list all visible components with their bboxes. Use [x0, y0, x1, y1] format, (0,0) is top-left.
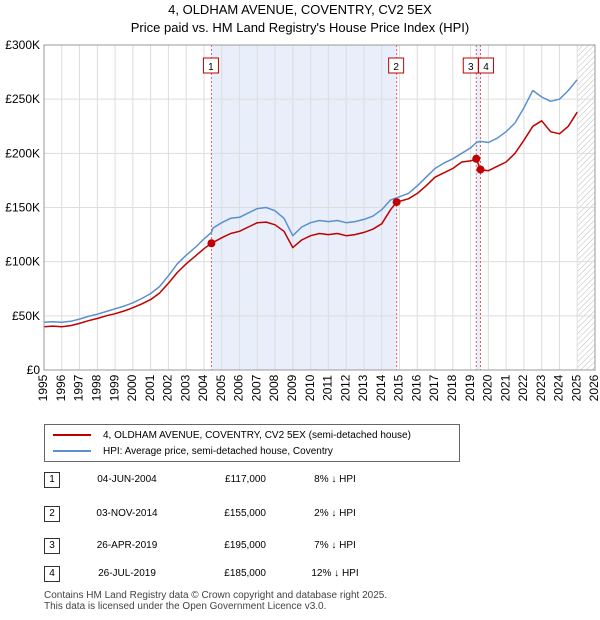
x-tick-label: 2017: [427, 374, 441, 401]
legend-swatch-hpi: [53, 450, 91, 452]
x-tick-label: 2000: [125, 374, 139, 401]
transaction-hpi-diff: 2% ↓ HPI: [314, 508, 356, 519]
x-tick-label: 2003: [178, 374, 192, 401]
transaction-number: 2: [44, 506, 60, 522]
x-tick-label: 1997: [72, 374, 86, 401]
y-tick-label: £250K: [5, 92, 40, 106]
footer: Contains HM Land Registry data © Crown c…: [44, 590, 387, 612]
sale-point-3: [472, 154, 481, 163]
x-tick-label: 2005: [214, 374, 228, 401]
x-tick-label: 2009: [285, 374, 299, 401]
footer-licence: This data is licensed under the Open Gov…: [44, 601, 327, 612]
transaction-number: 4: [44, 566, 60, 582]
x-tick-label: 2018: [445, 374, 459, 401]
legend-swatch-property: [53, 434, 91, 436]
x-tick-label: 2019: [463, 374, 477, 401]
x-tick-label: 1999: [107, 374, 121, 401]
sale-point-4: [476, 165, 485, 174]
x-tick-label: 2013: [356, 374, 370, 401]
transaction-row: 2 03-NOV-2014 £155,000 2% ↓ HPI: [44, 506, 444, 522]
transaction-date: 26-JUL-2019: [98, 568, 156, 579]
x-tick-label: 2016: [409, 374, 423, 401]
x-tick-label: 2007: [249, 374, 263, 401]
x-tick-label: 2021: [498, 374, 512, 401]
x-tick-label: 1995: [36, 374, 50, 401]
price-chart: 4, OLDHAM AVENUE, COVENTRY, CV2 5EX Pric…: [5, 2, 600, 401]
marker-label-3: 3: [468, 62, 474, 73]
chart-subtitle: Price paid vs. HM Land Registry's House …: [131, 20, 469, 35]
footer-copyright: Contains HM Land Registry data © Crown c…: [44, 590, 388, 601]
transaction-number: 1: [44, 472, 60, 488]
marker-box-4: [478, 57, 495, 74]
marker-box-1: [202, 57, 219, 74]
transaction-price: £195,000: [224, 540, 266, 551]
transaction-number: 3: [44, 538, 60, 554]
transaction-row: 3 26-APR-2019 £195,000 7% ↓ HPI: [44, 538, 444, 554]
x-tick-label: 2023: [534, 374, 548, 401]
x-tick-label: 2006: [232, 374, 246, 401]
transaction-row: 1 04-JUN-2004 £117,000 8% ↓ HPI: [44, 472, 444, 488]
x-tick-label: 2011: [321, 375, 335, 401]
transaction-hpi-diff: 7% ↓ HPI: [314, 540, 356, 551]
x-tick-label: 2026: [587, 374, 600, 401]
y-tick-label: £50K: [12, 309, 40, 323]
marker-label-1: 1: [208, 62, 214, 73]
transaction-price: £185,000: [224, 568, 266, 579]
x-tick-label: 2010: [303, 374, 317, 401]
x-tick-label: 2001: [143, 374, 157, 401]
x-tick-label: 2004: [196, 374, 210, 401]
marker-label-2: 2: [393, 62, 399, 73]
legend-item-hpi: HPI: Average price, semi-detached house,…: [53, 444, 333, 458]
x-tick-label: 2022: [516, 374, 530, 401]
y-tick-label: £200K: [5, 146, 40, 160]
x-tick-label: 1998: [89, 374, 103, 401]
transaction-date: 03-NOV-2014: [96, 508, 158, 519]
legend: 4, OLDHAM AVENUE, COVENTRY, CV2 5EX (sem…: [44, 424, 460, 462]
legend-label-property: 4, OLDHAM AVENUE, COVENTRY, CV2 5EX (sem…: [103, 429, 411, 441]
sale-point-2: [392, 198, 401, 207]
property-series-line: [43, 111, 578, 328]
x-tick-label: 2025: [569, 374, 583, 401]
plot-frame: [43, 44, 596, 371]
marker-box-2: [388, 57, 405, 74]
transaction-row: 4 26-JUL-2019 £185,000 12% ↓ HPI: [44, 566, 444, 582]
x-tick-label: 2014: [374, 374, 388, 401]
y-tick-label: £100K: [5, 255, 40, 269]
x-tick-label: 2008: [267, 374, 281, 401]
x-tick-label: 2020: [481, 374, 495, 401]
marker-label-4: 4: [483, 62, 489, 73]
transaction-price: £117,000: [225, 474, 266, 485]
transaction-hpi-diff: 12% ↓ HPI: [311, 568, 359, 579]
transaction-date: 04-JUN-2004: [97, 474, 157, 485]
transaction-date: 26-APR-2019: [96, 540, 158, 551]
sale-point-1: [207, 239, 216, 248]
y-tick-label: £150K: [5, 201, 40, 215]
x-tick-label: 2024: [552, 374, 566, 401]
transaction-hpi-diff: 8% ↓ HPI: [314, 474, 356, 485]
transaction-price: £155,000: [224, 508, 266, 519]
legend-item-property: 4, OLDHAM AVENUE, COVENTRY, CV2 5EX (sem…: [53, 428, 411, 442]
hpi-series-line: [43, 79, 578, 324]
x-tick-label: 2002: [161, 374, 175, 401]
chart-title: 4, OLDHAM AVENUE, COVENTRY, CV2 5EX: [168, 2, 432, 17]
legend-label-hpi: HPI: Average price, semi-detached house,…: [103, 445, 333, 457]
y-tick-label: £300K: [5, 38, 40, 52]
x-tick-label: 2012: [338, 374, 352, 401]
y-tick-label: £0: [27, 363, 41, 377]
x-tick-label: 2015: [392, 374, 406, 401]
x-tick-label: 1996: [54, 374, 68, 401]
